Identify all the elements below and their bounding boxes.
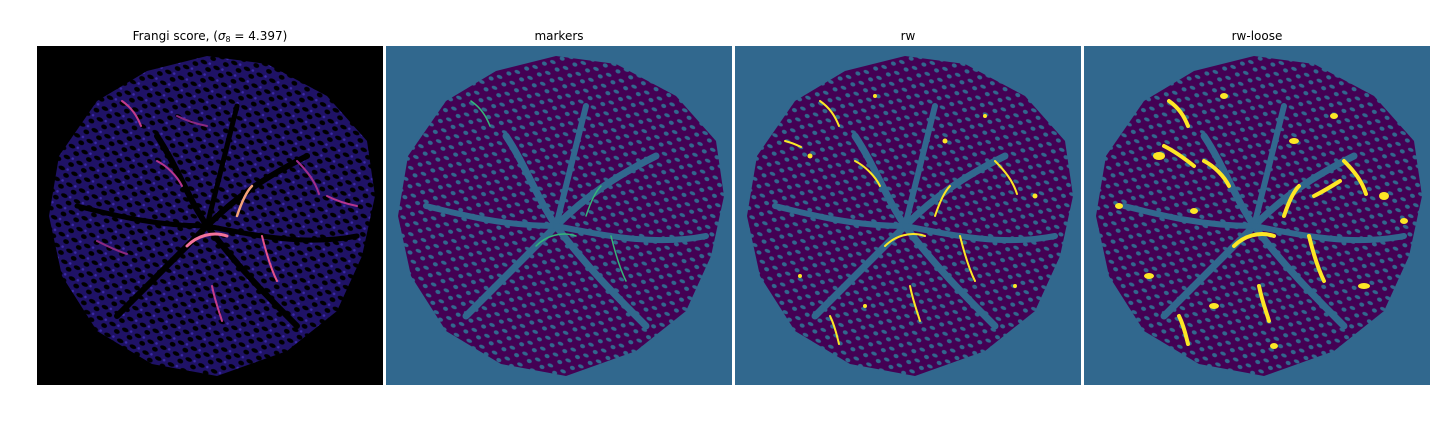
panel-title-frangi: Frangi score, (σ8 = 4.397) <box>132 29 288 44</box>
panel-title-rw: rw <box>900 29 916 43</box>
panel-title-rw-loose: rw-loose <box>1231 29 1283 43</box>
rw-loose-image <box>1084 46 1430 385</box>
panel-rw: rw <box>735 0 1081 432</box>
markers-image <box>386 46 732 385</box>
frangi-image <box>37 46 383 385</box>
panel-frangi: Frangi score, (σ8 = 4.397) <box>37 0 383 432</box>
panel-markers: markers <box>386 0 732 432</box>
rw-image <box>735 46 1081 385</box>
panel-rw-loose: rw-loose <box>1084 0 1430 432</box>
panel-title-markers: markers <box>534 29 584 43</box>
